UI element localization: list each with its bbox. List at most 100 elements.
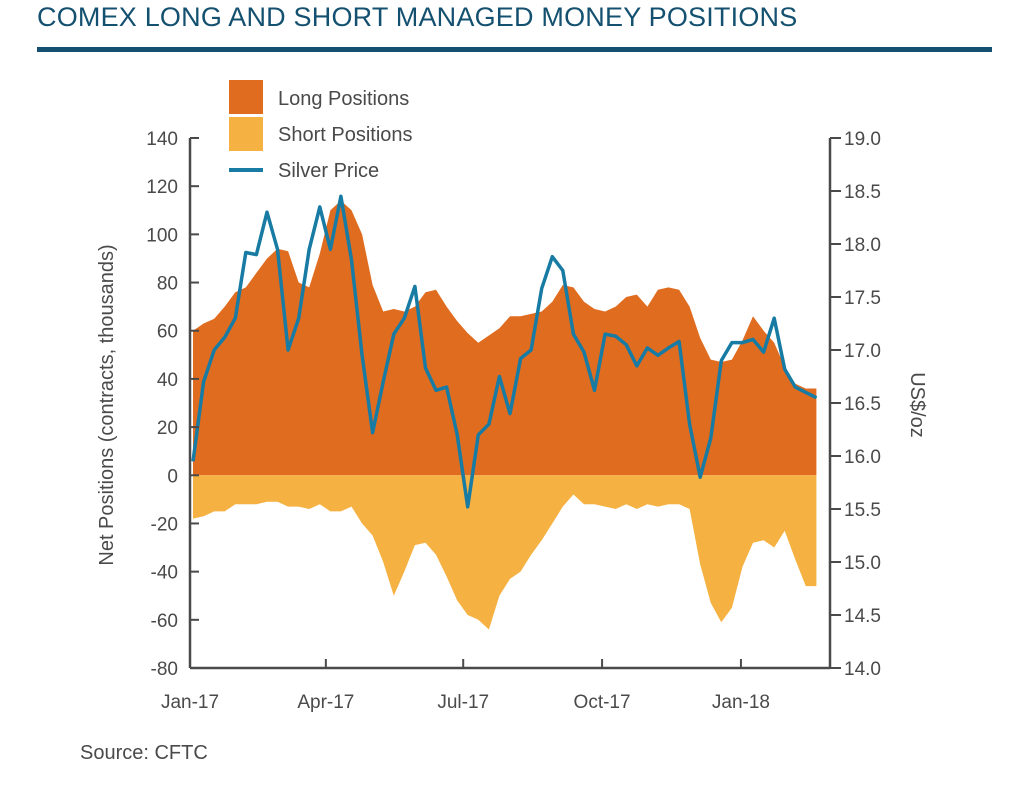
silver-price-point [583,351,585,353]
silver-price-point [467,506,469,508]
y2-tick-label: 15.5 [844,500,881,521]
silver-price-point [403,317,405,319]
silver-price-point [805,391,807,393]
silver-price-point [773,317,775,319]
silver-price-point [604,333,606,335]
silver-price-point [594,389,595,391]
legend: Long Positions Short Positions Silver Pr… [229,80,413,182]
x-tick-label: Apr-17 [297,692,354,713]
y2-tick-label: 18.0 [844,235,881,256]
silver-price-line [191,194,818,509]
y2-tick-label: 14.0 [844,659,881,680]
silver-price-point [541,288,543,289]
silver-price-point [763,351,765,353]
silver-price-point [245,252,247,253]
axes-layer: 140 120 100 80 60 40 20 0 -20 -40 -60 -80 19.0 18.5 18… [146,129,881,713]
silver-price-point [456,434,458,436]
area-layer [193,200,817,630]
silver-price-point [203,381,205,383]
silver-price-point [255,254,257,256]
y2-tick-label: 17.0 [844,341,881,362]
y-tick-label: 80 [157,274,178,295]
y2-tick-label: 19.0 [844,129,881,150]
silver-price-point [742,342,743,344]
price-layer [191,194,818,509]
silver-price-point [425,367,426,369]
y-axis-title: Net Positions (contracts, thousands) [96,244,118,565]
y-tick-label: 120 [146,177,178,198]
silver-price-point [815,397,817,399]
y2-tick-label: 15.0 [844,553,881,574]
legend-swatch-short [229,117,263,151]
silver-price-point [393,333,395,335]
legend-swatch-long [229,80,263,114]
silver-price-point [446,386,448,388]
silver-price-point [498,376,500,377]
chart-title: COMEX LONG AND SHORT MANAGED MONEY POSIT… [37,2,798,32]
silver-price-point [562,270,564,271]
silver-price-point [784,368,786,370]
short-positions-area [193,475,817,630]
silver-price-point [329,248,331,250]
silver-price-point [213,349,215,351]
silver-price-point [509,413,511,415]
silver-price-point [699,476,701,478]
silver-price-point [435,389,437,391]
silver-price-point [551,256,553,258]
silver-price-point [710,437,712,439]
y2-tick-label: 16.5 [844,394,881,415]
y2-tick-label: 17.5 [844,288,881,309]
y-tick-label: 60 [157,322,178,343]
long-positions-area [193,200,817,476]
chart: 140 120 100 80 60 40 20 0 -20 -40 -60 -80 19.0 18.5 18… [96,80,928,713]
silver-price-point [668,347,669,349]
x-tick-label: Jan-17 [161,692,219,713]
y2-tick-label: 16.0 [844,447,881,468]
silver-price-point [636,365,638,367]
silver-price-point [794,386,796,388]
silver-price-point [414,285,416,287]
silver-price-point [678,341,680,342]
silver-price-point [340,195,342,197]
source-note: Source: CFTC [80,742,208,764]
y2-tick-label: 14.5 [844,606,881,627]
x-tick-label: Oct-17 [574,692,631,713]
silver-price-point [752,338,754,340]
y-tick-label: 20 [157,418,178,439]
legend-label-long: Long Positions [278,88,409,110]
silver-price-point [615,335,617,337]
y-tick-label: -60 [151,611,178,632]
title-underline [37,47,992,52]
silver-price-point [287,349,289,351]
y2-axis-title: US$/oz [906,372,928,438]
silver-price-point [520,358,522,359]
silver-price-point [382,381,384,383]
y-tick-label: -40 [151,563,178,584]
silver-price-point [572,333,574,335]
legend-label-price: Silver Price [278,160,379,182]
silver-price-point [361,354,363,356]
y-tick-label: 100 [146,225,178,246]
silver-price-point [298,317,300,319]
silver-price-point [657,354,659,356]
silver-price-point [689,423,691,425]
silver-price-point [372,432,374,434]
y2-tick-label: 18.5 [844,182,881,203]
silver-price-point [351,259,352,261]
silver-price-point [488,423,490,425]
y-tick-label: -20 [151,514,178,535]
y-tick-label: 140 [146,129,178,150]
y-tick-label: -80 [151,659,178,680]
silver-price-point [646,347,648,349]
silver-price-point [319,206,321,208]
silver-price-point [308,248,310,250]
y-tick-label: 40 [157,370,178,391]
legend-label-short: Short Positions [278,124,413,146]
silver-price-point [625,344,627,346]
y-tick-label: 0 [167,466,178,487]
silver-price-point [720,360,722,362]
silver-price-point [224,336,226,338]
silver-price-point [731,342,733,344]
silver-price-point [477,434,479,436]
silver-price-point [192,460,194,462]
